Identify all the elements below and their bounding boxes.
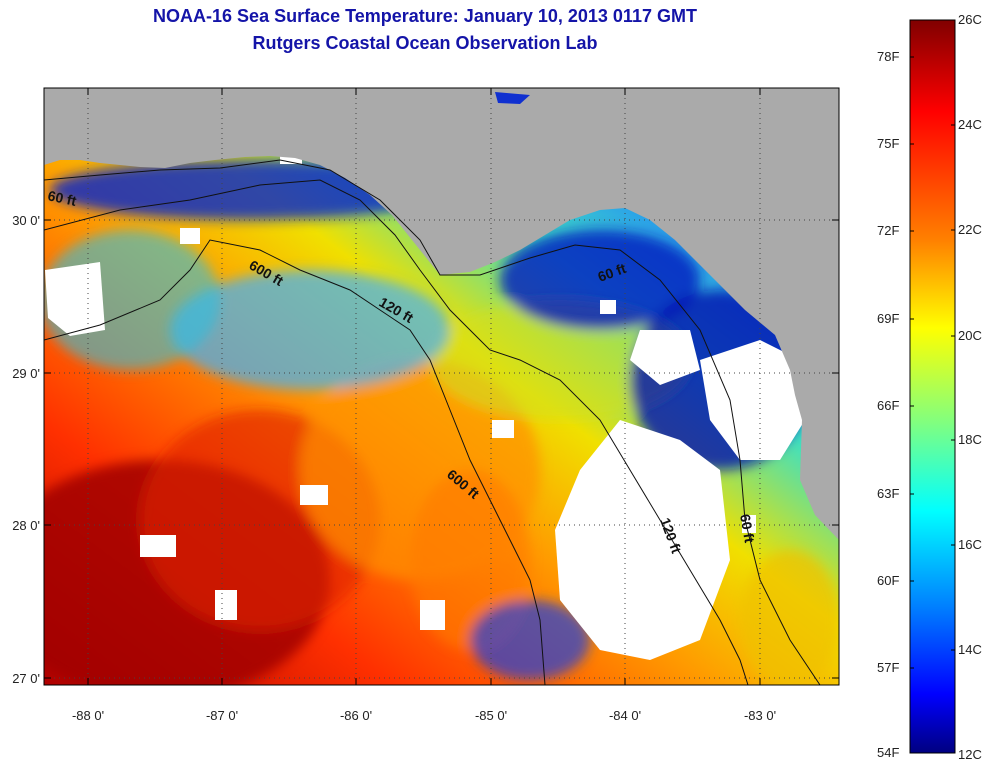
chart-title: NOAA-16 Sea Surface Temperature: January… xyxy=(153,6,697,26)
lon-label-88: -88 0' xyxy=(72,708,104,723)
lon-label-87: -87 0' xyxy=(206,708,238,723)
colorbar xyxy=(909,19,956,754)
lon-label-83: -83 0' xyxy=(744,708,776,723)
colorbar-label-f: 75F xyxy=(877,136,900,151)
map-area xyxy=(44,88,839,685)
map-frame xyxy=(43,87,840,686)
colorbar-label-f: 69F xyxy=(877,311,900,326)
lon-label-86: -86 0' xyxy=(340,708,372,723)
colorbar-label-c: 26C xyxy=(958,12,982,27)
contour-label: 60 ft xyxy=(46,187,78,209)
colorbar-label-c: 12C xyxy=(958,747,982,762)
chart-subtitle: Rutgers Coastal Ocean Observation Lab xyxy=(252,33,598,53)
lat-label-28: 28 0' xyxy=(12,518,40,533)
colorbar-label-c: 18C xyxy=(958,432,982,447)
lon-label-84: -84 0' xyxy=(609,708,641,723)
colorbar-label-f: 60F xyxy=(877,573,900,588)
cloud-mask xyxy=(45,150,805,660)
colorbar-label-f: 66F xyxy=(877,398,900,413)
colorbar-label-f: 78F xyxy=(877,49,900,64)
land-northwest xyxy=(44,88,110,152)
lat-label-29: 29 0' xyxy=(12,366,40,381)
depth-contours xyxy=(44,159,821,685)
land-mass xyxy=(44,88,839,540)
lat-label-30: 30 0' xyxy=(12,213,40,228)
colorbar-label-c: 24C xyxy=(958,117,982,132)
colorbar-label-f: 57F xyxy=(877,660,900,675)
colorbar-label-f: 72F xyxy=(877,223,900,238)
axis-ticks xyxy=(44,88,839,685)
inland-water xyxy=(495,92,530,104)
colorbar-label-c: 14C xyxy=(958,642,982,657)
colorbar-label-c: 20C xyxy=(958,328,982,343)
lon-label-85: -85 0' xyxy=(475,708,507,723)
colorbar-label-c: 22C xyxy=(958,222,982,237)
colorbar-label-f: 54F xyxy=(877,745,900,760)
colorbar-ticks xyxy=(910,19,955,669)
colorbar-label-f: 63F xyxy=(877,486,900,501)
lat-label-27: 27 0' xyxy=(12,671,40,686)
contour-label: 60 ft xyxy=(737,513,758,544)
colorbar-label-c: 16C xyxy=(958,537,982,552)
